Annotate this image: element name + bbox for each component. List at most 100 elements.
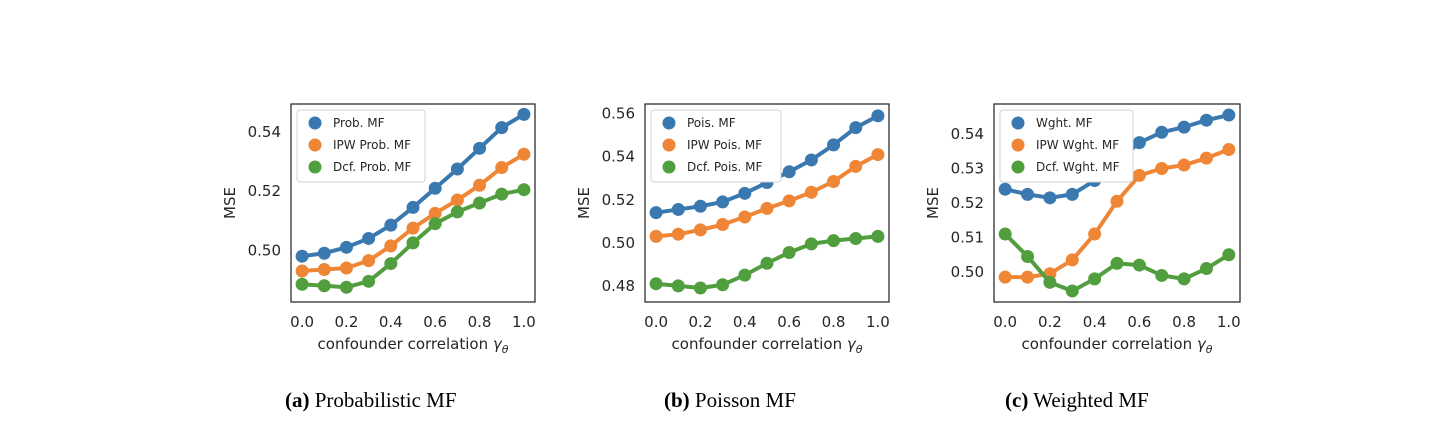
data-point xyxy=(827,234,841,248)
data-point xyxy=(473,178,487,192)
x-tick-label: 1.0 xyxy=(512,313,536,331)
legend-marker xyxy=(662,138,676,152)
y-tick-label: 0.50 xyxy=(602,234,635,252)
data-point xyxy=(406,200,420,214)
data-point xyxy=(871,229,885,243)
data-point xyxy=(649,229,663,243)
data-point xyxy=(1043,275,1057,289)
data-point xyxy=(1199,151,1213,165)
data-point xyxy=(339,240,353,254)
data-point xyxy=(827,174,841,188)
data-point xyxy=(1021,249,1035,263)
caption-a: (a) Probabilistic MF xyxy=(285,388,457,413)
data-point xyxy=(317,279,331,293)
legend-label: Prob. MF xyxy=(333,116,385,130)
chart-b: 0.0 0.2 0.4 0.6 0.8 1.0 0.48 0.50 0.52 0.54 0.56 MS… xyxy=(575,103,890,356)
plot-frame-a xyxy=(290,103,536,303)
x-tick-label: 0.0 xyxy=(644,313,668,331)
legend-label: Dcf. Pois. MF xyxy=(687,160,763,174)
data-point xyxy=(738,268,752,282)
data-point xyxy=(295,249,309,263)
data-point xyxy=(428,181,442,195)
legend-box xyxy=(650,109,782,183)
data-point xyxy=(384,239,398,253)
data-point xyxy=(450,162,464,176)
data-point xyxy=(495,161,509,175)
legend-label: Pois. MF xyxy=(687,116,736,130)
data-point xyxy=(1155,125,1169,139)
x-tick-label: 0.4 xyxy=(1083,313,1107,331)
x-tick-label: 0.0 xyxy=(993,313,1017,331)
data-point xyxy=(1222,248,1236,262)
x-tick-label: 0.6 xyxy=(1127,313,1151,331)
data-point xyxy=(1132,258,1146,272)
data-point xyxy=(649,206,663,220)
x-tick-label: 0.0 xyxy=(290,313,314,331)
caption-a-tag: (a) xyxy=(285,388,310,412)
data-point xyxy=(295,264,309,278)
x-tick-label: 0.8 xyxy=(822,313,846,331)
x-tick-label: 0.6 xyxy=(777,313,801,331)
x-tick-label: 1.0 xyxy=(1217,313,1241,331)
x-tick-label: 0.4 xyxy=(733,313,757,331)
legend-box xyxy=(999,109,1134,183)
data-point xyxy=(406,221,420,235)
data-point xyxy=(317,246,331,260)
y-axis-label: MSE xyxy=(221,187,239,219)
data-point xyxy=(693,281,707,295)
data-point xyxy=(1199,262,1213,276)
caption-c-tag: (c) xyxy=(1005,388,1029,412)
data-point xyxy=(782,194,796,208)
data-point xyxy=(1043,191,1057,205)
data-point xyxy=(428,217,442,231)
data-point xyxy=(517,183,531,197)
data-point xyxy=(671,202,685,216)
x-tick-label: 0.8 xyxy=(1172,313,1196,331)
x-axis-label: confounder correlation γθ xyxy=(1022,335,1213,356)
x-tick-label: 0.6 xyxy=(423,313,447,331)
data-point xyxy=(760,201,774,215)
legend-label: Dcf. Prob. MF xyxy=(333,160,411,174)
legend-marker xyxy=(1011,116,1025,130)
plot-frame-c xyxy=(993,103,1241,303)
data-point xyxy=(693,223,707,237)
caption-c-text: Weighted MF xyxy=(1033,388,1149,412)
y-tick-label: 0.52 xyxy=(248,182,281,200)
data-point xyxy=(406,236,420,250)
data-point xyxy=(1177,272,1191,286)
data-point xyxy=(998,227,1012,241)
y-tick-label: 0.52 xyxy=(951,194,984,212)
legend-marker xyxy=(662,116,676,130)
data-point xyxy=(362,274,376,288)
data-point xyxy=(1065,284,1079,298)
y-tick-label: 0.54 xyxy=(602,148,635,166)
data-point xyxy=(1021,270,1035,284)
data-point xyxy=(760,256,774,270)
data-point xyxy=(339,261,353,275)
data-point xyxy=(1132,136,1146,150)
legend-marker xyxy=(1011,160,1025,174)
y-tick-label: 0.51 xyxy=(951,228,984,246)
legend-marker xyxy=(308,116,322,130)
y-tick-label: 0.56 xyxy=(602,105,635,123)
data-point xyxy=(517,147,531,161)
data-point xyxy=(1021,187,1035,201)
data-point xyxy=(738,186,752,200)
x-tick-label: 0.4 xyxy=(379,313,403,331)
data-point xyxy=(384,257,398,271)
caption-b-text: Poisson MF xyxy=(694,388,796,412)
legend-marker xyxy=(308,138,322,152)
x-tick-label: 0.2 xyxy=(1038,313,1062,331)
x-tick-label: 1.0 xyxy=(866,313,890,331)
data-point xyxy=(849,159,863,173)
y-tick-label: 0.52 xyxy=(602,191,635,209)
data-point xyxy=(804,237,818,251)
data-point xyxy=(1222,143,1236,157)
legend-marker xyxy=(662,160,676,174)
data-point xyxy=(716,218,730,232)
caption-c: (c) Weighted MF xyxy=(1005,388,1149,413)
y-tick-label: 0.53 xyxy=(951,160,984,178)
y-axis-label: MSE xyxy=(924,187,942,219)
data-point xyxy=(295,277,309,291)
